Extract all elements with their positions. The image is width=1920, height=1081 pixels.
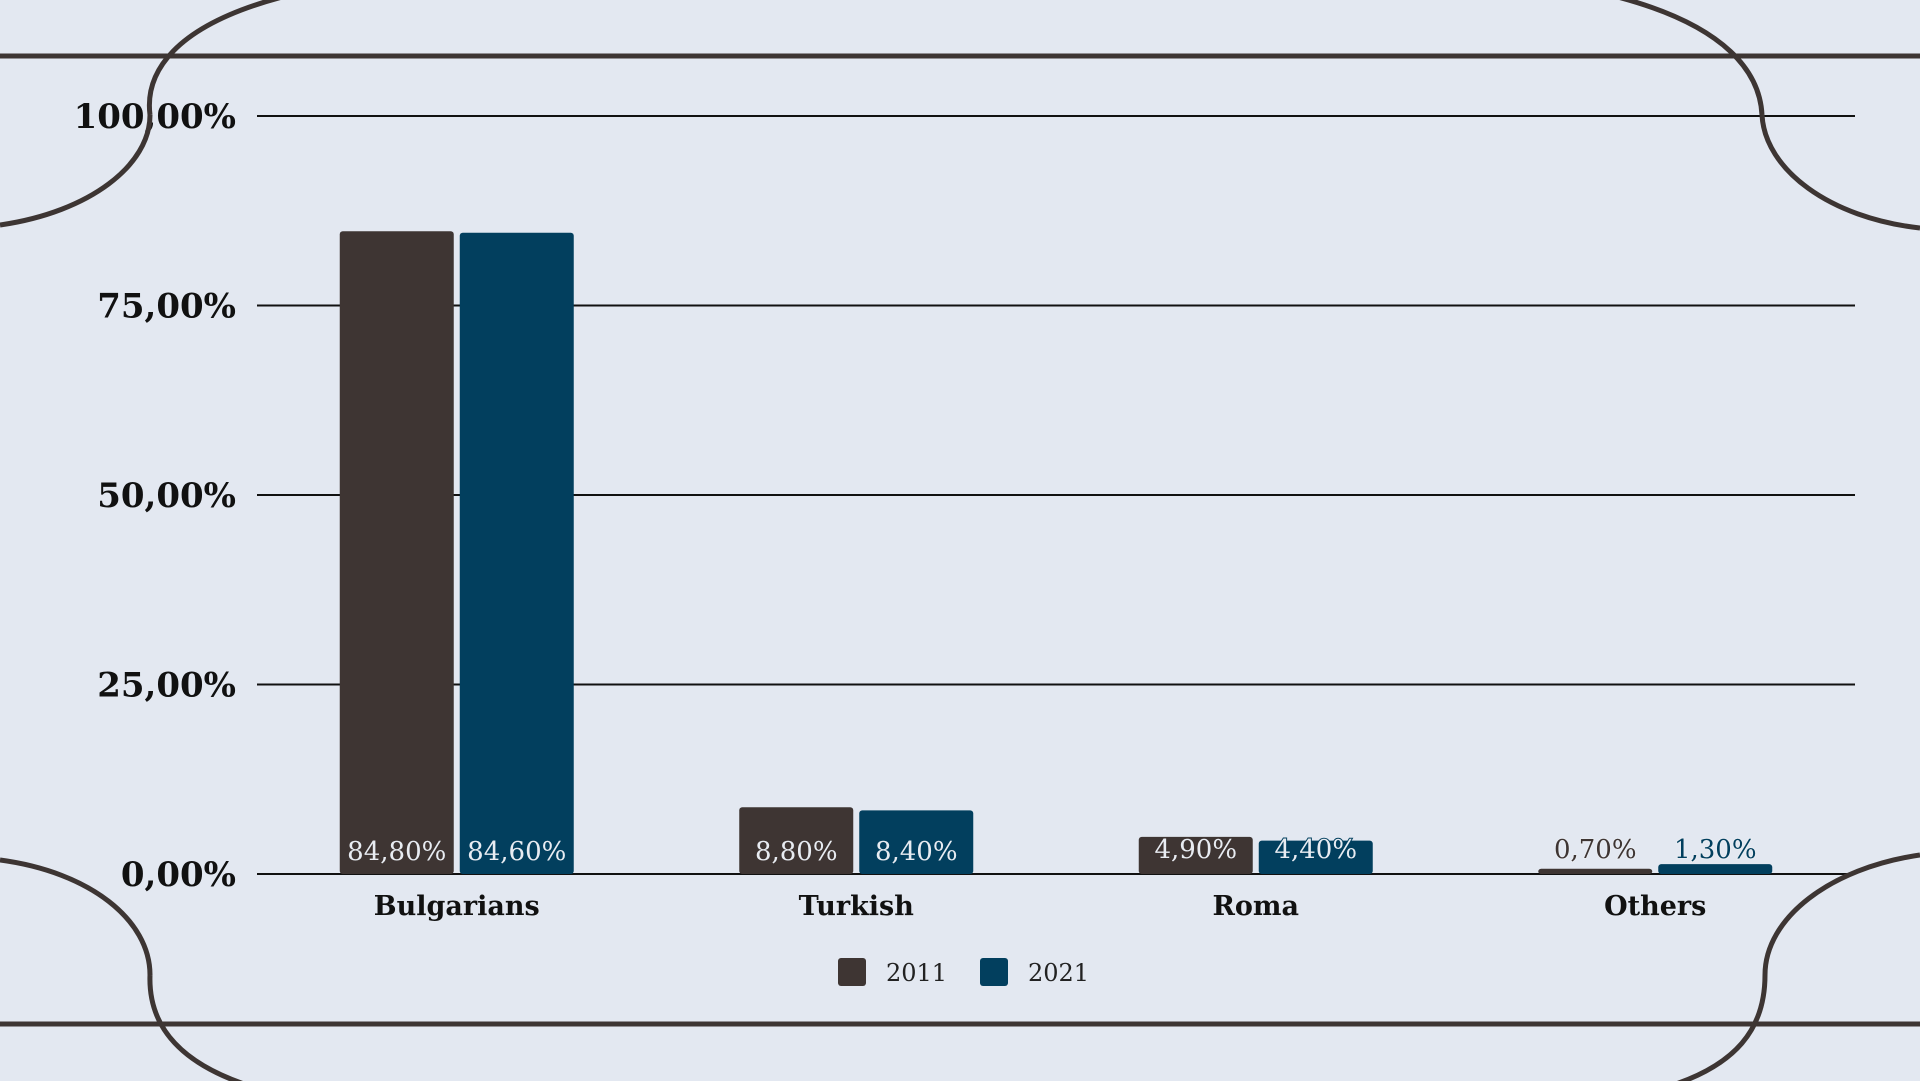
- value-labels: 84,80% 84,60% 8,80% 8,40% 4,90% 4,40% 0,70% 1,3…: [347, 834, 1757, 867]
- legend-swatch-2011: [838, 958, 866, 986]
- frame-top-arc-right: [1618, 0, 1765, 116]
- legend-label-2021: 2021: [1028, 959, 1089, 987]
- x-category-label: Roma: [1212, 891, 1299, 922]
- bars: [339, 231, 1773, 874]
- x-category-label: Turkish: [799, 891, 915, 922]
- value-label-roma-2011: 4,90%: [1154, 835, 1237, 865]
- legend-swatch-2021: [980, 958, 1008, 986]
- bar-roma-2011: [1138, 836, 1253, 874]
- value-label-turkish-2011: 8,80%: [755, 837, 838, 867]
- y-axis-tick-labels: 0,00% 25,00% 50,00% 75,00% 100,00%: [74, 97, 236, 895]
- value-label-others-2021: 1,30%: [1674, 835, 1757, 865]
- frame-corner-top-left: [0, 114, 153, 228]
- value-label-roma-2021: 4,40%: [1274, 835, 1357, 865]
- bar-others-2011: [1538, 868, 1653, 874]
- value-label-bulgarians-2011: 84,80%: [347, 837, 446, 867]
- frame-corner-bottom-left: [0, 857, 153, 976]
- frame-bottom-arc-right: [1676, 974, 1768, 1081]
- bar-turkish-2011: [739, 807, 854, 874]
- value-label-turkish-2021: 8,40%: [875, 837, 958, 867]
- y-tick-label: 75,00%: [97, 287, 236, 327]
- x-category-label: Bulgarians: [374, 891, 540, 922]
- frame-bottom-arc-left: [147, 974, 244, 1081]
- bar-turkish-2021: [859, 810, 974, 874]
- x-axis-category-labels: Bulgarians Turkish Roma Others: [374, 891, 1707, 922]
- frame-corner-top-right: [1759, 114, 1920, 231]
- legend-label-2011: 2011: [886, 959, 947, 987]
- value-label-bulgarians-2021: 84,60%: [467, 837, 566, 867]
- y-tick-label: 100,00%: [74, 97, 236, 137]
- y-tick-label: 50,00%: [97, 476, 236, 516]
- frame-top-arc: [146, 0, 282, 116]
- x-category-label: Others: [1604, 891, 1706, 922]
- y-tick-label: 0,00%: [121, 855, 236, 895]
- bar-others-2021: [1658, 864, 1773, 874]
- legend: 2011 2021: [838, 958, 1089, 987]
- bar-roma-2021: [1258, 840, 1373, 874]
- frame-corner-bottom-right: [1762, 852, 1920, 976]
- bar-bulgarians-2021: [459, 232, 574, 874]
- bar-bulgarians-2011: [339, 231, 454, 874]
- value-label-others-2011: 0,70%: [1554, 835, 1637, 865]
- y-tick-label: 25,00%: [97, 666, 236, 706]
